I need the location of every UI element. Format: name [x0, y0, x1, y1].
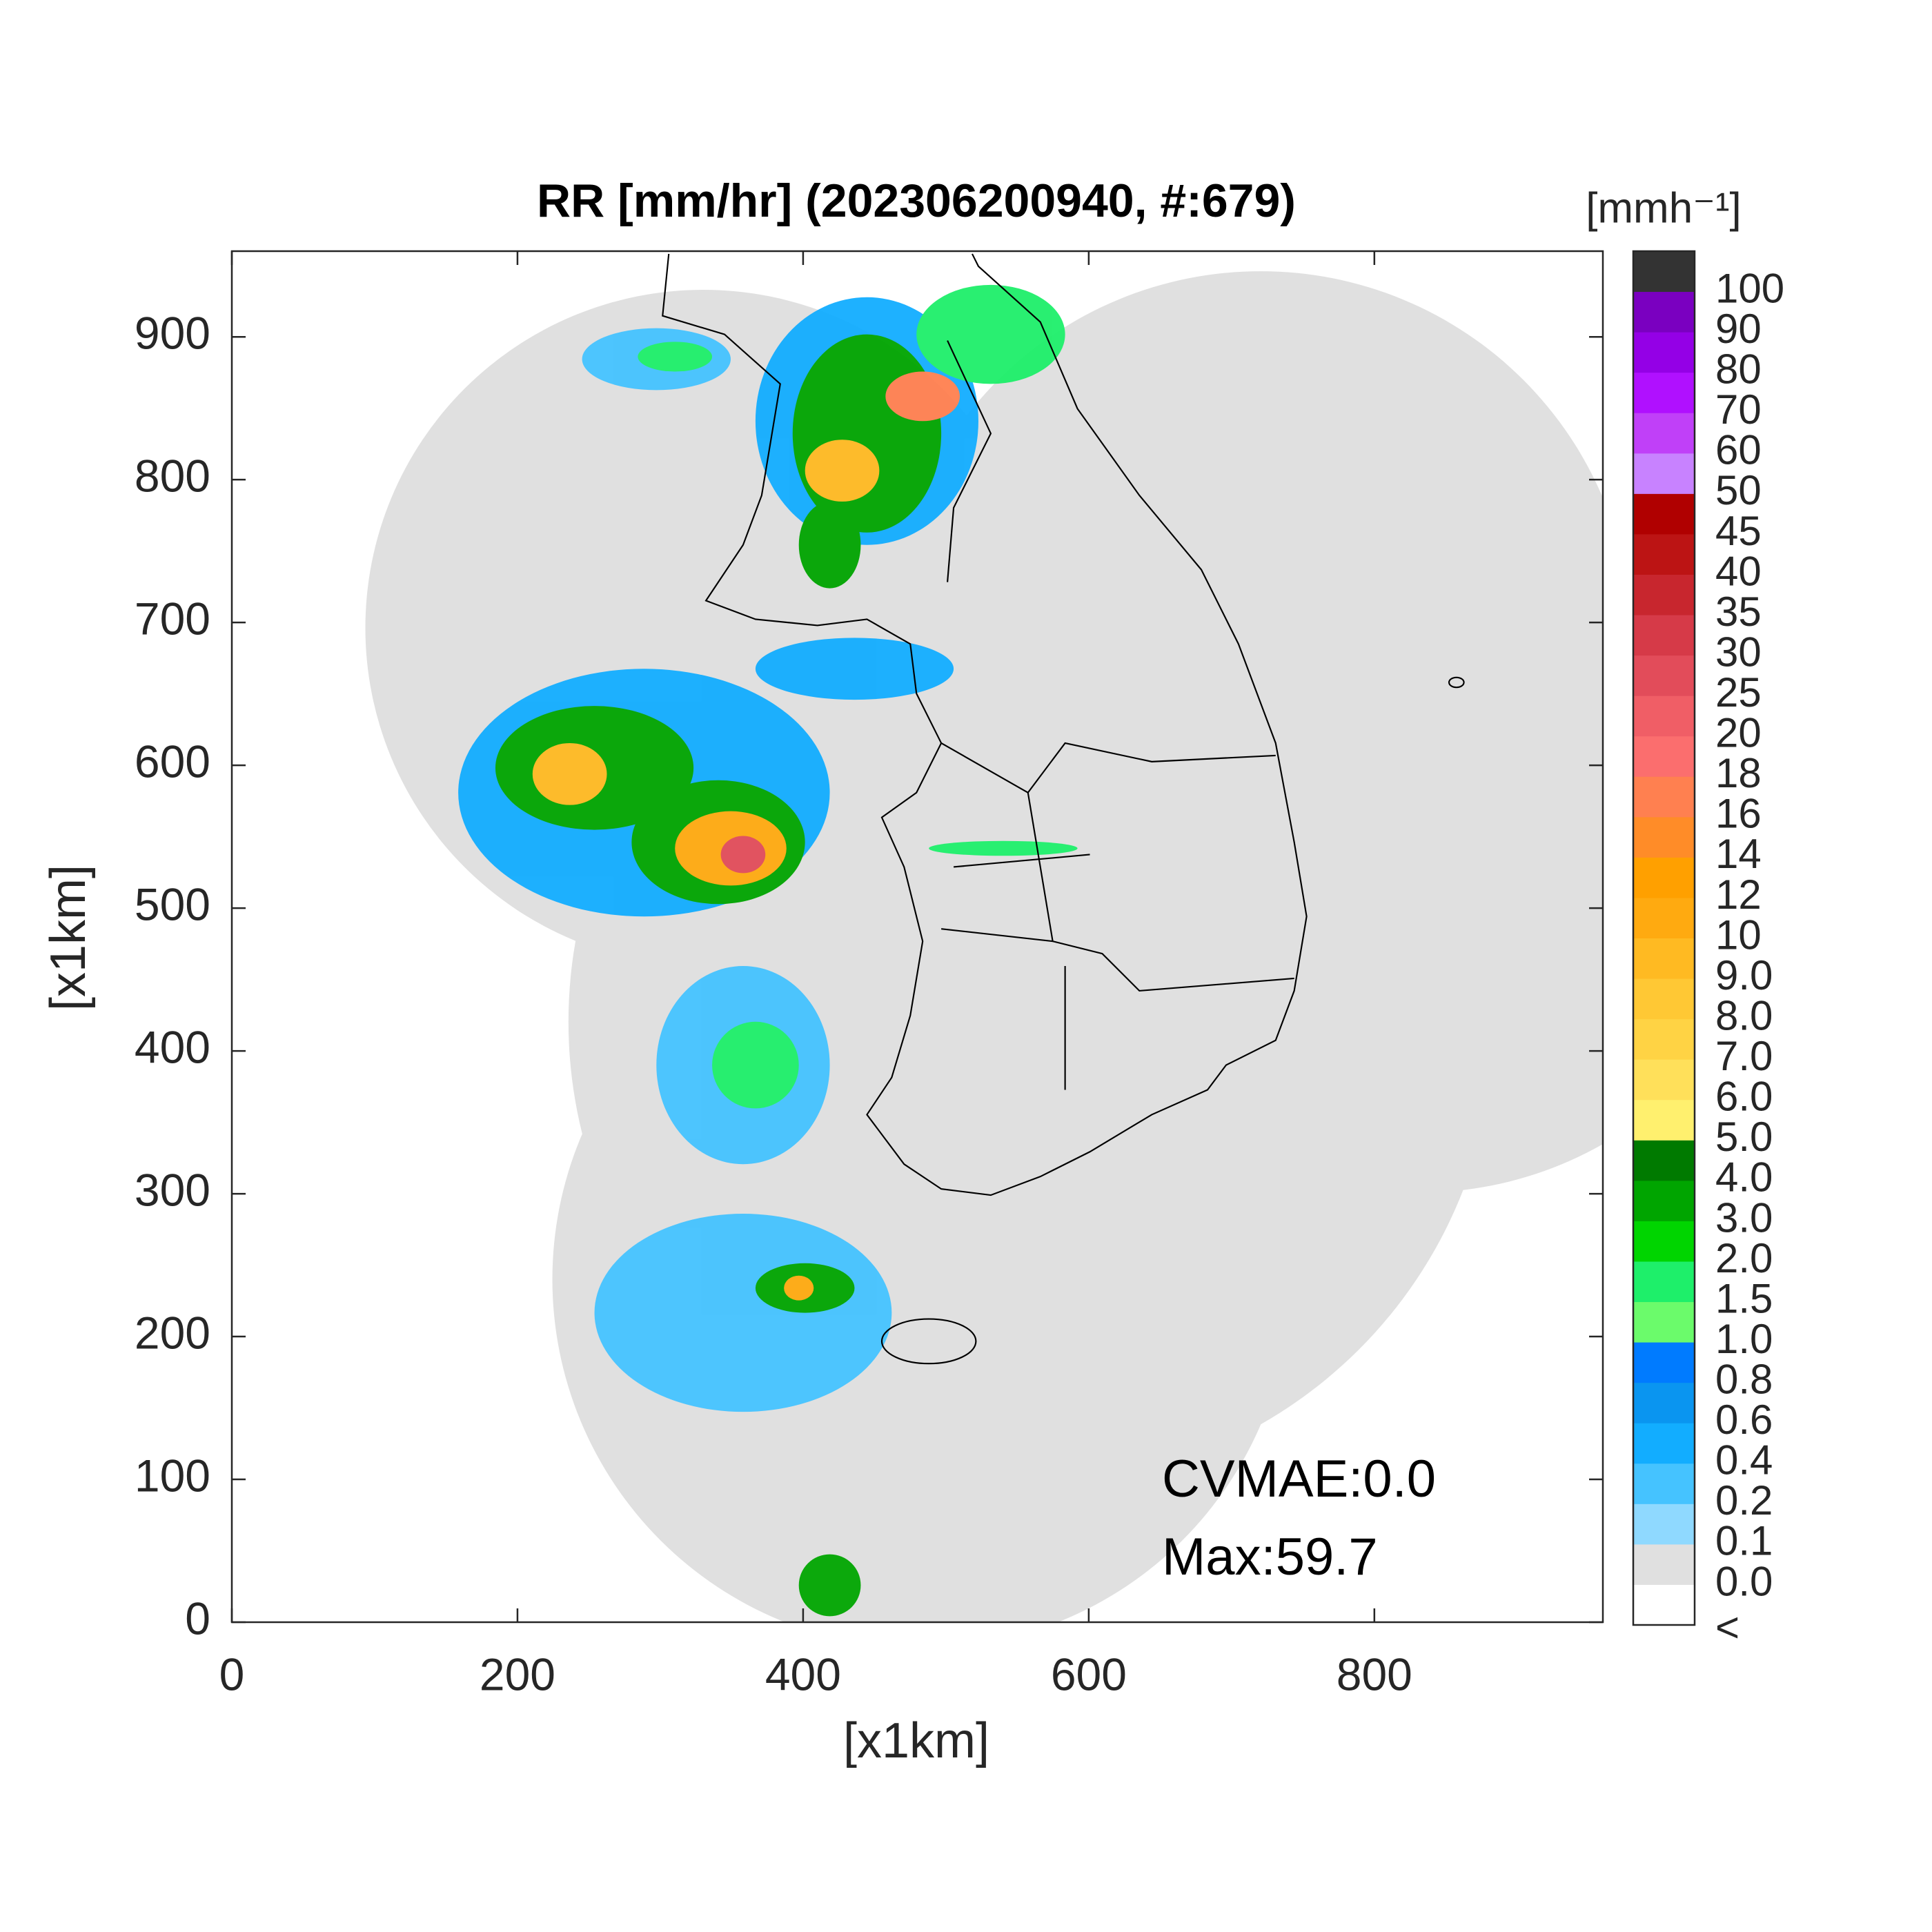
chart-title: RR [mm/hr] (202306200940, #:679)	[537, 175, 1296, 227]
colorbar-tick-label: 6.0	[1715, 1074, 1773, 1120]
colorbar-swatch	[1633, 251, 1695, 293]
x-tick-label: 200	[480, 1648, 555, 1699]
colorbar-swatch	[1633, 897, 1695, 938]
colorbar-swatch	[1633, 978, 1695, 1020]
colorbar-swatch	[1633, 736, 1695, 777]
y-tick-label: 400	[135, 1022, 210, 1073]
colorbar-tick-label: 30	[1715, 629, 1762, 675]
colorbar-swatch	[1633, 291, 1695, 333]
colorbar-swatch	[1633, 1382, 1695, 1423]
colorbar-swatch	[1633, 574, 1695, 615]
colorbar-swatch	[1633, 533, 1695, 575]
y-tick-label: 600	[135, 736, 210, 787]
colorbar-tick-label: 14	[1715, 831, 1762, 877]
colorbar-swatch	[1633, 1018, 1695, 1060]
colorbar-swatch	[1633, 1463, 1695, 1504]
colorbar-swatch	[1633, 696, 1695, 737]
colorbar-swatch	[1633, 1099, 1695, 1141]
colorbar-swatch	[1633, 1140, 1695, 1181]
colorbar-tick-label: 0.4	[1715, 1437, 1773, 1483]
colorbar-swatch	[1633, 776, 1695, 818]
colorbar-tick-label: 0.6	[1715, 1397, 1773, 1443]
x-tick-label: 800	[1337, 1648, 1412, 1699]
colorbar-tick-label: 10	[1715, 911, 1762, 958]
colorbar-tick-label: 16	[1715, 791, 1762, 837]
colorbar-tick-label: 1.0	[1715, 1316, 1773, 1362]
colorbar-tick-label: <	[1715, 1604, 1739, 1650]
colorbar-swatch	[1633, 938, 1695, 979]
x-tick-label: 0	[219, 1648, 245, 1699]
colorbar-tick-label: 4.0	[1715, 1154, 1773, 1201]
y-tick-label: 0	[185, 1593, 210, 1644]
annotation: Max:59.7	[1162, 1528, 1378, 1586]
axes-frame	[230, 250, 1604, 1624]
colorbar-tick-label: 90	[1715, 306, 1762, 352]
colorbar-tick-label: 45	[1715, 508, 1762, 554]
colorbar-tick-label: 80	[1715, 346, 1762, 393]
x-axis-label: [x1km]	[843, 1713, 989, 1768]
y-tick-label: 900	[135, 308, 210, 359]
annotation: CVMAE:0.0	[1162, 1450, 1436, 1508]
colorbar-swatch	[1633, 1423, 1695, 1464]
colorbar-tick-label: 0.8	[1715, 1356, 1773, 1402]
colorbar-swatch	[1633, 1584, 1695, 1626]
y-axis-label: [x1km]	[41, 865, 96, 1011]
radar-image	[365, 253, 1603, 1623]
colorbar-tick-label: 0.0	[1715, 1558, 1773, 1604]
colorbar-frame	[1632, 250, 1696, 1626]
colorbar-tick-label: 0.1	[1715, 1518, 1773, 1564]
colorbar-swatch	[1633, 1504, 1695, 1545]
colorbar-swatch	[1633, 453, 1695, 494]
colorbar-swatch	[1633, 372, 1695, 413]
y-tick-label: 700	[135, 593, 210, 644]
y-tick-label: 300	[135, 1165, 210, 1216]
colorbar-tick-label: 9.0	[1715, 952, 1773, 998]
colorbar-swatch	[1633, 1059, 1695, 1101]
colorbar-tick-label: 70	[1715, 386, 1762, 433]
colorbar-tick-label: 12	[1715, 871, 1762, 918]
colorbar-swatch	[1633, 1301, 1695, 1343]
colorbar-tick-label: 60	[1715, 427, 1762, 473]
coastline	[662, 253, 1465, 1365]
colorbar-tick-label: 35	[1715, 589, 1762, 635]
colorbar-tick-label: 7.0	[1715, 1033, 1773, 1079]
colorbar-swatch	[1633, 1342, 1695, 1383]
colorbar-tick-label: 100	[1715, 265, 1784, 311]
colorbar-tick-label: 8.0	[1715, 992, 1773, 1038]
colorbar-tick-label: 1.5	[1715, 1275, 1773, 1321]
colorbar-swatch	[1633, 1180, 1695, 1221]
colorbar-swatch	[1633, 413, 1695, 454]
colorbar-swatch	[1633, 816, 1695, 858]
colorbar-swatch	[1633, 1261, 1695, 1303]
colorbar-swatch	[1633, 615, 1695, 656]
colorbar-label: [mmh⁻¹]	[1586, 184, 1742, 232]
x-tick-label: 400	[765, 1648, 841, 1699]
y-tick-label: 500	[135, 879, 210, 930]
colorbar-swatch	[1633, 655, 1695, 696]
colorbar-tick-label: 50	[1715, 467, 1762, 513]
colorbar-swatch	[1633, 1544, 1695, 1585]
y-tick-label: 800	[135, 451, 210, 502]
colorbar-tick-label: 5.0	[1715, 1114, 1773, 1160]
colorbar-swatch	[1633, 1221, 1695, 1262]
axes	[230, 251, 1603, 1624]
colorbar-swatch	[1633, 493, 1695, 535]
colorbar-tick-label: 18	[1715, 750, 1762, 796]
colorbar-tick-label: 0.2	[1715, 1477, 1773, 1524]
colorbar-tick-label: 40	[1715, 548, 1762, 594]
colorbar-tick-label: 3.0	[1715, 1194, 1773, 1241]
colorbar-swatch	[1633, 857, 1695, 898]
y-tick-label: 100	[135, 1450, 210, 1501]
colorbar-tick-label: 25	[1715, 669, 1762, 716]
colorbar-tick-label: 2.0	[1715, 1235, 1773, 1281]
rain-echo	[458, 284, 1078, 1617]
x-tick-label: 600	[1051, 1648, 1127, 1699]
y-tick-label: 200	[135, 1307, 210, 1358]
colorbar-swatch	[1633, 332, 1695, 373]
colorbar-tick-label: 20	[1715, 710, 1762, 756]
